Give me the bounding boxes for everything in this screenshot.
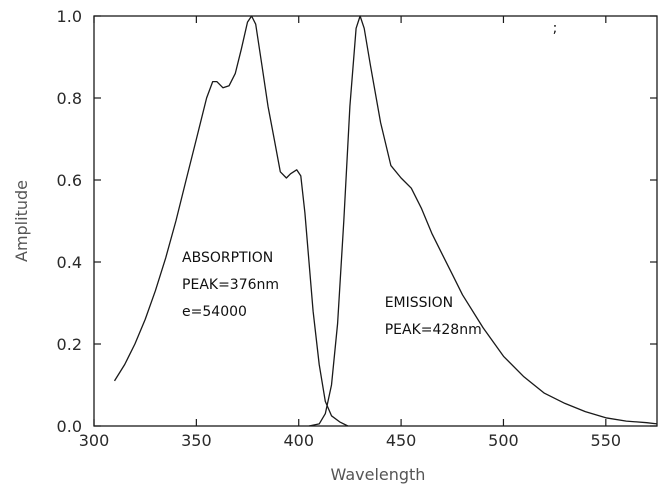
stray-mark: ; (553, 20, 558, 36)
y-tick-label: 0.0 (57, 417, 82, 436)
absorption-curve (113, 15, 349, 427)
x-tick-label: 400 (283, 431, 314, 450)
chart-annotations: ABSORPTION PEAK=376nm e=54000 EMISSION PEAK=… (182, 20, 557, 338)
x-tick-label: 550 (591, 431, 622, 450)
x-tick-label: 300 (79, 431, 110, 450)
x-axis-label: Wavelength (331, 465, 426, 484)
absorption-annotation: ABSORPTION PEAK=376nm e=54000 (182, 250, 279, 320)
y-tick-label: 0.2 (57, 335, 82, 354)
emission-curve (308, 15, 658, 427)
axis-ticks (93, 15, 657, 427)
plot-frame (93, 15, 658, 427)
y-tick-label: 0.6 (57, 171, 82, 190)
y-axis-label: Amplitude (12, 180, 31, 262)
y-tick-label: 0.4 (57, 253, 82, 272)
y-tick-labels: 0.0 0.2 0.4 0.6 0.8 1.0 (57, 7, 82, 436)
x-tick-label: 500 (488, 431, 519, 450)
y-tick-label: 1.0 (57, 7, 82, 26)
x-tick-label: 350 (181, 431, 212, 450)
y-tick-label: 0.8 (57, 89, 82, 108)
x-tick-label: 450 (386, 431, 417, 450)
x-tick-labels: 300 350 400 450 500 550 (79, 431, 621, 450)
emission-annotation: EMISSION PEAK=428nm (385, 295, 482, 338)
spectrum-curves (113, 15, 658, 427)
